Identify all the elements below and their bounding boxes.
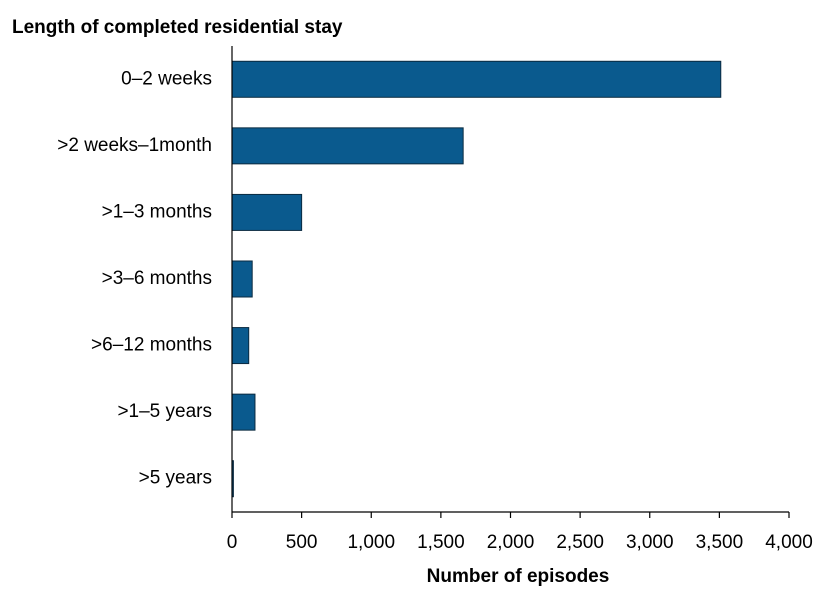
x-tick-label: 1,500 bbox=[417, 532, 465, 553]
y-tick-label: >2 weeks–1month bbox=[57, 135, 212, 156]
bar bbox=[231, 193, 303, 231]
x-tick-label: 1,000 bbox=[347, 532, 395, 553]
y-tick-label: >1–5 years bbox=[117, 401, 212, 422]
x-tick-label: 500 bbox=[286, 532, 318, 553]
x-tick-label: 2,500 bbox=[556, 532, 604, 553]
bar bbox=[231, 327, 250, 365]
chart-title: Length of completed residential stay bbox=[12, 17, 343, 38]
y-tick-label: >3–6 months bbox=[102, 268, 212, 289]
y-tick-label: >6–12 months bbox=[91, 335, 212, 356]
bar bbox=[231, 127, 464, 165]
x-tick-label: 0 bbox=[227, 532, 238, 553]
y-tick-label: 0–2 weeks bbox=[121, 68, 212, 89]
bar bbox=[231, 60, 722, 98]
y-tick-label: >5 years bbox=[139, 468, 212, 489]
y-tick-label: >1–3 months bbox=[102, 201, 212, 222]
x-tick-label: 2,000 bbox=[487, 532, 535, 553]
x-tick-label: 4,000 bbox=[765, 532, 813, 553]
bar bbox=[231, 260, 253, 298]
x-tick-label: 3,000 bbox=[626, 532, 674, 553]
bar bbox=[231, 393, 256, 431]
x-tick-label: 3,500 bbox=[696, 532, 744, 553]
x-axis-label: Number of episodes bbox=[427, 566, 610, 587]
